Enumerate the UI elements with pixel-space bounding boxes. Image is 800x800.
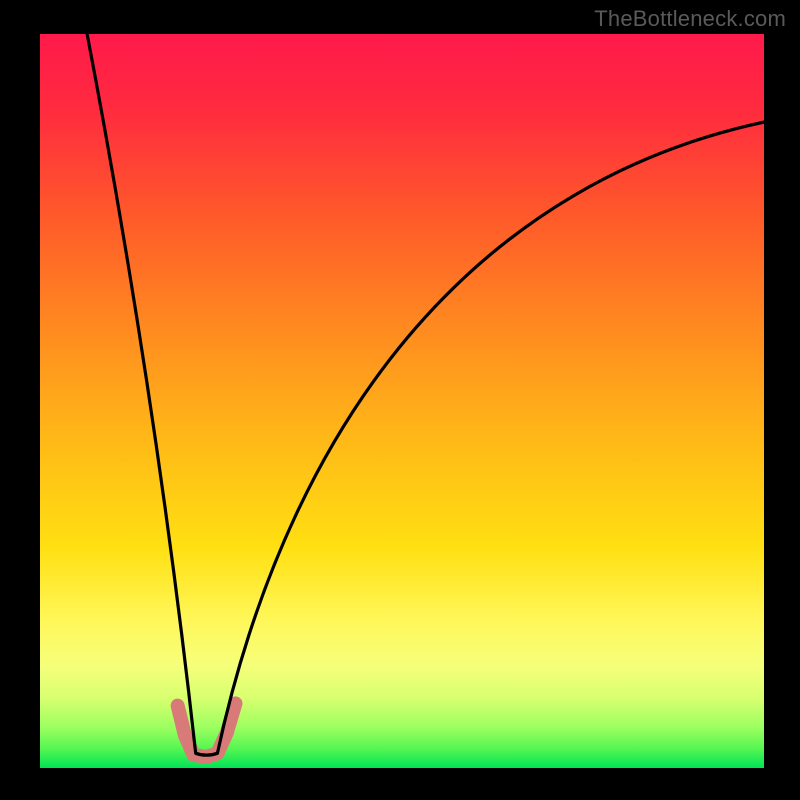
watermark-text: TheBottleneck.com xyxy=(594,6,786,32)
plot-frame xyxy=(40,34,764,768)
plot-svg xyxy=(40,34,764,768)
chart-container: TheBottleneck.com xyxy=(0,0,800,800)
